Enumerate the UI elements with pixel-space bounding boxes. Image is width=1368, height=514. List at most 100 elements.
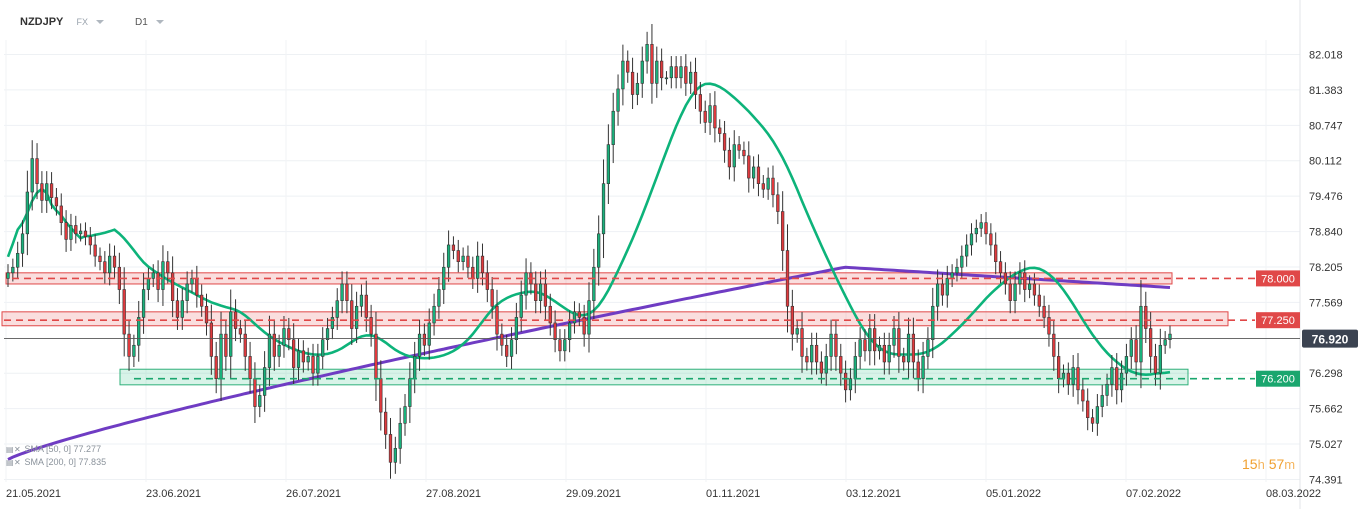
candle [122, 267, 126, 357]
y-tick-label: 74.391 [1309, 475, 1343, 487]
candle-body [432, 305, 436, 324]
x-tick-label: 23.06.2021 [146, 488, 201, 500]
indicator-settings-icon[interactable]: ▤ [6, 458, 14, 467]
close-icon[interactable]: ✕ [14, 458, 21, 467]
candle-body [364, 294, 368, 318]
candle [747, 141, 751, 193]
candle [301, 340, 305, 373]
candle [897, 312, 901, 373]
y-tick-label: 82.018 [1309, 50, 1343, 62]
candle [427, 308, 431, 360]
candle-body [587, 300, 591, 335]
candle-body [49, 183, 54, 198]
candle-countdown: 15h 57m [1242, 456, 1295, 472]
candle [877, 336, 882, 360]
candle-body [1134, 339, 1138, 363]
candle-body [921, 356, 925, 379]
legend-sma200[interactable]: ▤✕ SMA [200, 0] 77.835 [6, 456, 106, 469]
candle-body [69, 225, 73, 240]
timer-hours-unit: h [1257, 457, 1265, 472]
candle [616, 74, 620, 126]
candle [577, 303, 581, 327]
candle-body [83, 230, 88, 237]
candle [88, 226, 92, 255]
candle-body [897, 328, 901, 357]
indicator-settings-icon[interactable]: ▤ [6, 445, 14, 454]
candle-body [1076, 367, 1080, 391]
candle-body [166, 261, 170, 274]
candle [490, 277, 494, 319]
y-tick-label: 80.747 [1309, 120, 1343, 132]
legend-sma50[interactable]: ▤✕ SMA [50, 0] 77.277 [6, 443, 101, 456]
candle [325, 317, 330, 351]
candle [524, 258, 528, 310]
candle-body [1086, 400, 1090, 419]
candle-body [955, 266, 959, 274]
candle-body [790, 305, 794, 335]
candle-body [906, 333, 911, 363]
y-tick-label: 75.662 [1309, 404, 1343, 416]
candle-body [1115, 367, 1119, 391]
last-price-label: 76.920 [1312, 333, 1349, 347]
candle [74, 215, 78, 244]
candle-body [1158, 344, 1162, 374]
candle-body [1100, 395, 1104, 407]
candle-body [984, 222, 988, 235]
timeframe-selector[interactable]: D1 [135, 16, 164, 28]
candle [408, 362, 412, 423]
candle-body [1003, 272, 1008, 285]
candle [40, 171, 44, 213]
candle-body [35, 158, 39, 184]
candle [1119, 360, 1124, 403]
candle [606, 124, 610, 205]
candle-body [994, 244, 998, 262]
candle [1149, 312, 1153, 373]
candle-body [771, 177, 775, 196]
candle-body [59, 205, 63, 223]
candle-body [505, 344, 509, 357]
candle [558, 329, 562, 362]
candle [35, 143, 39, 200]
candle-body [11, 266, 15, 274]
candle-body [359, 294, 364, 307]
candle [722, 120, 727, 163]
candle [161, 245, 165, 306]
candle-body [950, 272, 954, 279]
candle-body [20, 233, 25, 254]
candle [514, 302, 519, 355]
candle-body [398, 422, 402, 449]
candle-body [848, 378, 853, 391]
candle-body [940, 283, 945, 296]
candle [955, 258, 959, 282]
candle-body [408, 378, 412, 407]
candle-body [40, 183, 44, 201]
candle [781, 191, 785, 271]
candle [137, 300, 141, 362]
symbol-selector[interactable]: NZDJPY FX [20, 16, 105, 28]
candle-body [640, 60, 644, 84]
candle [664, 71, 669, 85]
candle [175, 288, 180, 330]
candle [887, 332, 891, 375]
candle-body [1110, 367, 1114, 385]
candle [742, 141, 746, 165]
close-icon[interactable]: ✕ [14, 445, 21, 454]
candle [49, 172, 54, 210]
candle-body [451, 244, 456, 251]
candle-body [25, 191, 29, 235]
candle-body [960, 255, 964, 268]
x-tick-label: 05.01.2022 [986, 488, 1041, 500]
candle-body [340, 283, 344, 301]
candle-body [403, 406, 407, 424]
candle-body [664, 77, 669, 80]
level-label: 76.200 [1261, 374, 1295, 386]
candle [626, 50, 630, 83]
candle-body [161, 261, 165, 290]
candle [1134, 325, 1138, 377]
candle-body [698, 94, 702, 112]
candle-body [437, 289, 441, 307]
candle-body [965, 244, 969, 257]
candle-body [253, 378, 257, 407]
